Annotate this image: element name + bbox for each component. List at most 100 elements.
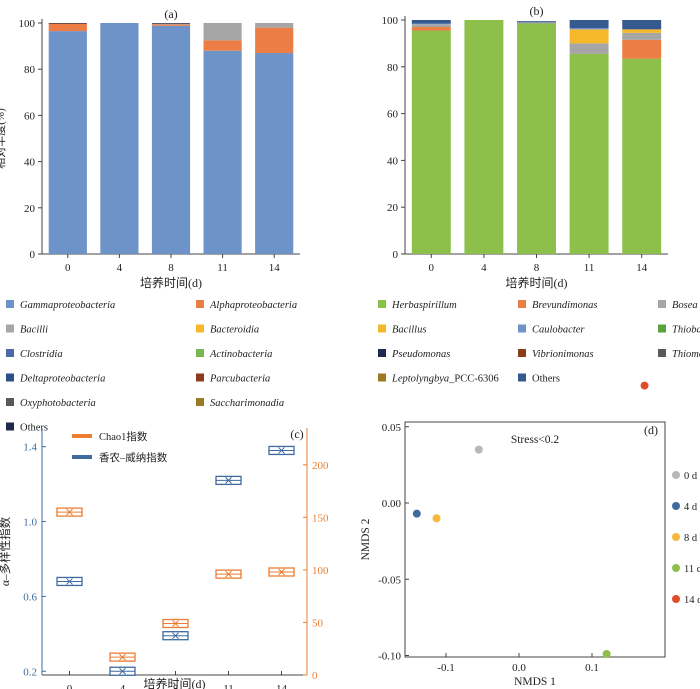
legend-swatch bbox=[518, 324, 526, 333]
x-tick-label: 11 bbox=[223, 683, 234, 689]
legend-label-italic: Bacillus bbox=[392, 325, 426, 336]
y-tick-label-left: 1.0 bbox=[23, 517, 37, 529]
y-tick-label-right: 200 bbox=[312, 460, 329, 472]
y-tick-label-right: 100 bbox=[312, 565, 329, 577]
chart-b: 0 20 40 60 80 100 0 4 8 11 14 (b) 培养时间(d) bbox=[382, 4, 668, 290]
legend-label: Bacteroidia bbox=[210, 325, 259, 336]
x-axis-title: 培养时间(d) bbox=[144, 676, 206, 689]
legend-swatch bbox=[6, 324, 14, 333]
legend-marker bbox=[672, 533, 680, 541]
y-tick-label: 60 bbox=[387, 109, 399, 121]
scatter-point bbox=[602, 649, 611, 658]
x-tick-label: 14 bbox=[276, 683, 288, 689]
bar-segment bbox=[203, 23, 242, 41]
box-chao1-mean bbox=[172, 620, 179, 627]
legend-label: Thiobacillus bbox=[672, 325, 700, 336]
legend-label: Bosea bbox=[672, 300, 698, 311]
box-chao1-mean bbox=[225, 570, 232, 578]
legend-label-italic: Caulobacter bbox=[532, 325, 585, 336]
legend-b: Herbaspirillum Brevundimonas Bosea Bacillus… bbox=[378, 300, 700, 385]
bar-segment bbox=[411, 27, 451, 31]
legend-marker bbox=[672, 471, 680, 479]
y-tick-label: 20 bbox=[24, 203, 36, 215]
legend-label: Alphaproteobacteria bbox=[209, 300, 297, 311]
x-tick-label: 4 bbox=[117, 262, 123, 274]
legend-swatch bbox=[196, 300, 204, 308]
legend-label-italic: Gammaproteobacteria bbox=[20, 300, 115, 311]
legend-a: Gammaproteobacteria Alphaproteobacteria Ba… bbox=[6, 300, 297, 434]
x-tick-label: 0 bbox=[429, 262, 435, 274]
bar-segment bbox=[569, 53, 609, 255]
legend-swatch bbox=[518, 373, 526, 382]
bar-segment bbox=[203, 50, 242, 254]
legend-label-italic: Bacilli bbox=[20, 325, 48, 336]
y-tick-label: 80 bbox=[24, 64, 36, 76]
legend-swatch bbox=[658, 324, 666, 333]
scatter-point bbox=[640, 381, 649, 390]
legend-swatch bbox=[378, 349, 386, 357]
legend-label: Clostridia bbox=[20, 349, 63, 360]
y-axis-title: 相对丰度(%) bbox=[0, 108, 7, 169]
legend-swatch bbox=[658, 300, 666, 308]
box-shannon-mean bbox=[119, 667, 126, 675]
legend-label: Oxyphotobacteria bbox=[20, 398, 96, 409]
x-tick-label: -0.1 bbox=[437, 662, 454, 674]
legend-swatch bbox=[196, 373, 204, 382]
y-tick-label-right: 150 bbox=[312, 512, 329, 524]
y-tick-label: 40 bbox=[24, 157, 36, 169]
legend-label: 8 d bbox=[684, 533, 698, 544]
legend-label-italic: Bosea bbox=[672, 300, 698, 311]
box-shannon-mean bbox=[225, 477, 232, 484]
scatter-point bbox=[412, 509, 421, 518]
y-tick-label: -0.05 bbox=[378, 574, 401, 586]
legend-swatch bbox=[196, 324, 204, 333]
legend-label-italic: Parcubacteria bbox=[209, 374, 270, 385]
bar-segment bbox=[517, 21, 556, 23]
legend-label: 香农–威纳指数 bbox=[99, 451, 168, 464]
x-tick-label: 0 bbox=[65, 262, 71, 274]
x-tick-label: 8 bbox=[173, 683, 179, 689]
legend-label: Others bbox=[532, 374, 560, 385]
box-chao1-mean bbox=[278, 568, 285, 576]
legend-label: Bacilli bbox=[20, 325, 48, 336]
y-tick-label: 0.00 bbox=[382, 498, 402, 510]
legend-label: Brevundimonas bbox=[532, 300, 598, 311]
bar-segment bbox=[569, 43, 609, 54]
legend-label: Deltaproteobacteria bbox=[19, 374, 105, 385]
box-chao1-mean bbox=[119, 653, 126, 661]
bar-segment bbox=[411, 24, 451, 28]
y-tick-label: 100 bbox=[19, 18, 36, 30]
x-tick-label: 11 bbox=[217, 262, 228, 274]
bar-segment bbox=[622, 32, 662, 40]
legend-label-italic: Herbaspirillum bbox=[391, 300, 457, 311]
legend-label-italic: Alphaproteobacteria bbox=[209, 300, 297, 311]
legend-swatch bbox=[72, 434, 92, 438]
y-tick-label: 80 bbox=[387, 62, 399, 74]
bar-segment bbox=[569, 20, 609, 29]
legend-swatch bbox=[378, 324, 386, 333]
y-tick-label: 40 bbox=[387, 155, 399, 167]
bar-segment bbox=[569, 29, 609, 44]
y-axis-title: α–多样性指数 bbox=[0, 516, 12, 586]
plot-frame bbox=[404, 421, 666, 658]
legend-label-italic: Thiomonas bbox=[672, 349, 700, 360]
bar-segment bbox=[411, 20, 451, 24]
panel-label: (a) bbox=[164, 7, 177, 21]
bar-segment bbox=[151, 24, 191, 26]
panel-label: (c) bbox=[290, 427, 303, 441]
box-shannon-mean bbox=[66, 578, 73, 585]
chart-c: 0.2 0.6 1.0 1.4 0 50 100 150 200 0 4 8 11 14 Chao1指数香农… bbox=[0, 427, 329, 689]
box-chao1-mean bbox=[66, 508, 73, 516]
legend-label: 0 d bbox=[684, 471, 698, 482]
bar-segment bbox=[517, 22, 556, 24]
bar-segment bbox=[48, 31, 87, 255]
x-tick-label: 4 bbox=[481, 262, 487, 274]
scatter-point bbox=[474, 445, 483, 454]
bar-segment bbox=[48, 23, 87, 24]
y-tick-label: -0.10 bbox=[378, 651, 401, 663]
bar-segment bbox=[151, 25, 191, 254]
x-tick-label: 8 bbox=[534, 262, 540, 274]
x-axis-title: 培养时间(d) bbox=[506, 275, 568, 290]
legend-label: Pseudomonas bbox=[391, 349, 450, 360]
